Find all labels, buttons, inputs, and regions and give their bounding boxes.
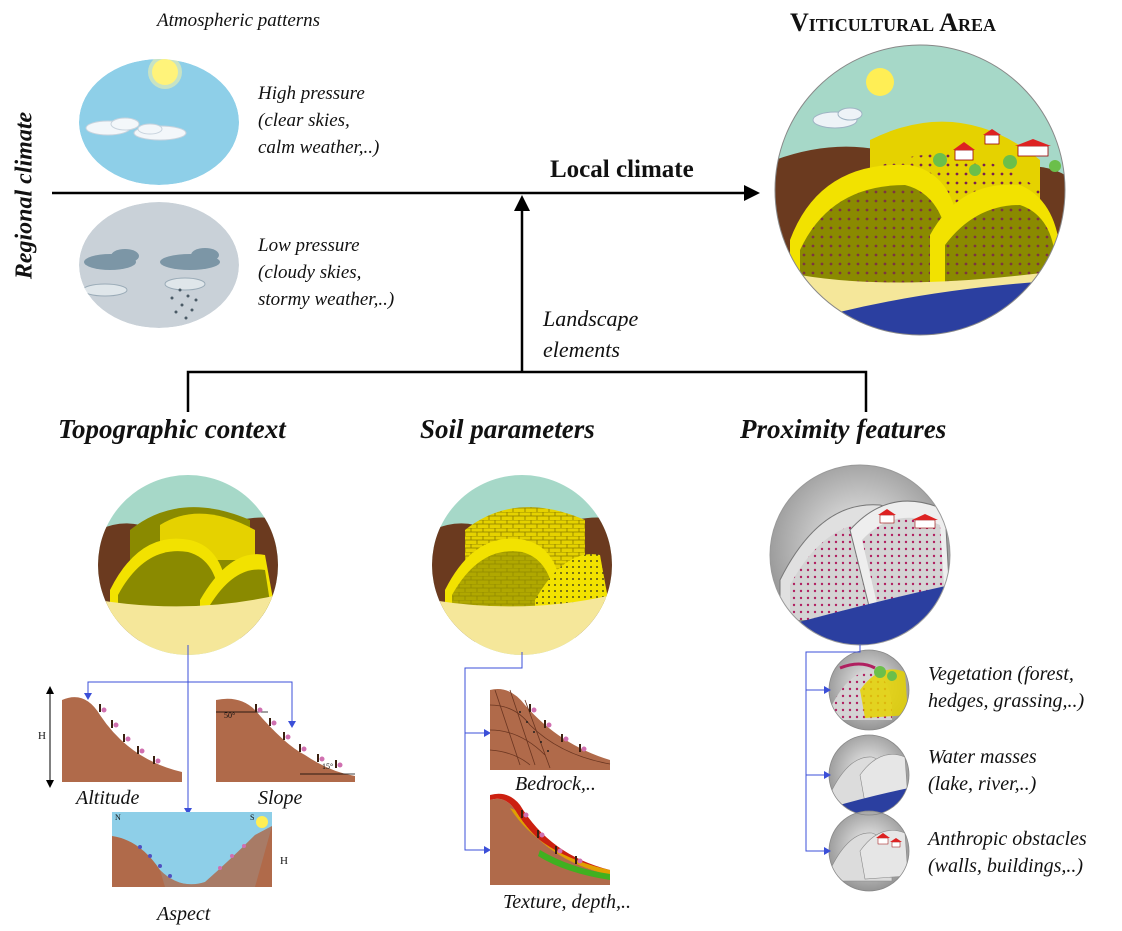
topographic-context-heading: Topographic context (58, 414, 286, 444)
viticultural-area-illustration (775, 45, 1065, 335)
aspect-label: Aspect (157, 903, 211, 925)
compass-south: S (250, 813, 255, 822)
slope-angle-15: 15° (322, 762, 334, 771)
landscape-bracket (186, 370, 868, 412)
aspect-height-marker: H (280, 855, 288, 867)
arrow-head-right (744, 185, 760, 201)
high-pressure-line-2: (clear skies, (258, 110, 350, 131)
water-masses-label: Water masses (lake, river,..) (928, 744, 1037, 798)
low-pressure-line-2: (cloudy skies, (258, 262, 362, 283)
soil-parameters-heading: Soil parameters (420, 414, 595, 444)
vegetation-label: Vegetation (forest, hedges, grassing,..) (928, 661, 1084, 715)
compass-north: N (115, 813, 121, 822)
village-houses (933, 129, 1061, 176)
landscape-elements-label: Landscape elements (543, 303, 638, 365)
water-masses-line-2: (lake, river,..) (928, 773, 1037, 795)
high-pressure-label: High pressure (clear skies, calm weather… (258, 80, 379, 161)
anthropic-obstacles-line-2: (walls, buildings,..) (928, 855, 1084, 877)
low-pressure-illustration (79, 202, 239, 328)
high-pressure-line-3: calm weather,..) (258, 137, 380, 158)
low-pressure-line-1: Low pressure (258, 235, 360, 256)
high-pressure-line-1: High pressure (258, 83, 365, 104)
slope-illustration (216, 698, 355, 782)
landscape-elements-line-1: Landscape (543, 306, 639, 331)
anthropic-obstacles-label: Anthropic obstacles (walls, buildings,..… (928, 826, 1087, 880)
low-pressure-label: Low pressure (cloudy skies, stormy weath… (258, 232, 394, 313)
viticultural-area-outline (774, 44, 1066, 336)
texture-depth-illustration (490, 793, 610, 885)
vegetation-line-2: hedges, grassing,..) (928, 690, 1085, 712)
texture-depth-label: Texture, depth,.. (503, 891, 631, 913)
slope-angle-50: 50° (224, 711, 236, 720)
atmospheric-patterns-label: Atmospheric patterns (157, 10, 321, 31)
anthropic-obstacles-line-1: Anthropic obstacles (928, 828, 1087, 850)
proximity-features-illustration (770, 465, 950, 645)
slope-label: Slope (258, 787, 303, 809)
soil-parameters-illustration (432, 475, 612, 655)
water-masses-line-1: Water masses (928, 746, 1037, 768)
viticultural-area-title: Viticultural Area (790, 8, 996, 37)
water-masses-illustration (829, 735, 909, 815)
altitude-label: Altitude (76, 787, 140, 809)
bedrock-illustration (489, 689, 611, 770)
aspect-illustration (112, 812, 272, 887)
vegetation-line-1: Vegetation (forest, (928, 663, 1074, 685)
landscape-elements-line-2: elements (543, 337, 620, 362)
regional-climate-label: Regional climate (11, 111, 38, 280)
altitude-slope-illustration (46, 686, 182, 788)
arrow-head-up (514, 195, 530, 211)
high-pressure-illustration (79, 59, 239, 185)
topographic-context-illustration (98, 475, 278, 655)
altitude-height-marker: H (38, 730, 46, 742)
low-pressure-line-3: stormy weather,..) (258, 289, 395, 310)
local-climate-label: Local climate (550, 156, 694, 183)
topographic-connectors (87, 645, 293, 812)
bedrock-label: Bedrock,.. (515, 773, 596, 795)
anthropic-obstacles-illustration (829, 811, 909, 891)
proximity-features-heading: Proximity features (740, 414, 947, 444)
vegetation-illustration (829, 650, 909, 730)
